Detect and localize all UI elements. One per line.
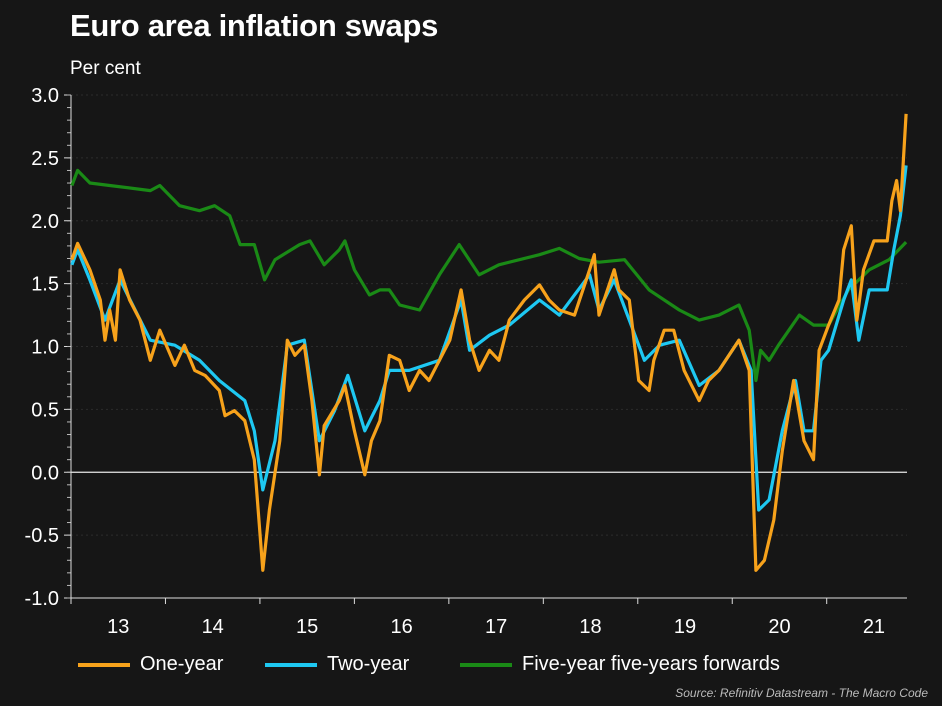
legend-swatch-two-year [265, 662, 317, 667]
legend-item-one-year: One-year [78, 653, 223, 676]
series-line-five-year-five-years-forwards [70, 168, 908, 383]
y-tick-label: -1.0 [25, 588, 59, 610]
chart-title: Euro area inflation swaps [70, 8, 439, 43]
y-tick-label: 2.5 [31, 148, 59, 170]
legend-swatch-5y5y [460, 662, 512, 667]
y-tick-label: 3.0 [31, 85, 59, 107]
legend-label: Two-year [327, 653, 410, 675]
x-tick-label: 21 [863, 616, 885, 638]
legend-swatch-one-year [78, 662, 130, 667]
x-tick-label: 13 [107, 616, 129, 638]
legend-label: Five-year five-years forwards [522, 653, 780, 675]
x-tick-label: 19 [674, 616, 696, 638]
legend-item-two-year: Two-year [265, 653, 409, 676]
y-axis-label: Per cent [70, 58, 141, 79]
y-tick-label: 2.0 [31, 211, 59, 233]
x-tick-label: 15 [296, 616, 318, 638]
legend-label: One-year [140, 653, 224, 675]
y-tick-label: 0.5 [31, 399, 59, 421]
legend-item-5y5y: Five-year five-years forwards [460, 653, 780, 676]
y-tick-label: 1.5 [31, 274, 59, 296]
y-tick-label: 0.0 [31, 462, 59, 484]
x-tick-label: 17 [485, 616, 507, 638]
y-tick-label: -0.5 [25, 525, 59, 547]
x-tick-label: 14 [202, 616, 224, 638]
series-line-one-year [70, 113, 908, 572]
x-tick-label: 20 [768, 616, 790, 638]
source-note: Source: Refinitiv Datastream - The Macro… [675, 686, 928, 700]
x-tick-label: 16 [390, 616, 412, 638]
x-tick-label: 18 [579, 616, 601, 638]
series-line-two-year [70, 165, 908, 512]
y-tick-label: 1.0 [31, 337, 59, 359]
